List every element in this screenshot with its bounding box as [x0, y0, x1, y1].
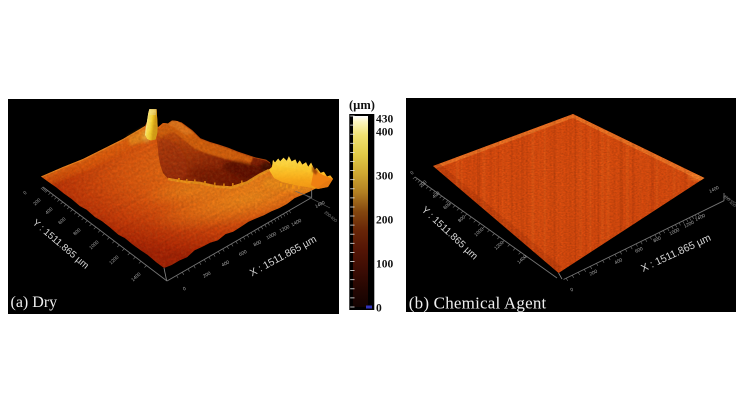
svg-text:600: 600: [634, 246, 644, 255]
svg-text:200: 200: [722, 194, 731, 203]
svg-text:1000: 1000: [265, 231, 278, 241]
svg-text:1200: 1200: [279, 224, 292, 234]
svg-text:0: 0: [570, 287, 575, 294]
svg-text:400: 400: [728, 200, 736, 209]
svg-text:1200: 1200: [108, 254, 120, 266]
svg-text:400: 400: [614, 257, 624, 266]
svg-text:1200: 1200: [683, 220, 696, 230]
svg-text:1400: 1400: [708, 185, 720, 194]
svg-text:600: 600: [57, 216, 67, 226]
svg-text:600: 600: [442, 201, 452, 211]
svg-text:0: 0: [376, 303, 382, 315]
svg-text:800: 800: [253, 239, 263, 248]
svg-text:400: 400: [376, 127, 394, 139]
svg-text:0: 0: [182, 286, 187, 293]
svg-text:600: 600: [238, 249, 248, 258]
svg-text:200: 200: [376, 215, 394, 227]
svg-text:200: 200: [32, 197, 42, 207]
svg-text:1400: 1400: [290, 218, 303, 228]
svg-text:1400: 1400: [516, 254, 528, 266]
svg-text:1000: 1000: [88, 239, 100, 251]
svg-text:400: 400: [221, 259, 231, 268]
svg-text:1000: 1000: [473, 226, 485, 238]
svg-text:1400: 1400: [694, 213, 707, 223]
svg-text:400: 400: [44, 206, 54, 216]
svg-text:(a) Dry: (a) Dry: [11, 294, 58, 311]
svg-text:800: 800: [72, 227, 82, 237]
svg-text:100: 100: [376, 259, 394, 271]
svg-text:(b) Chemical Agent: (b) Chemical Agent: [409, 294, 547, 313]
svg-text:800: 800: [457, 214, 467, 224]
svg-text:800: 800: [652, 235, 662, 244]
svg-text:400: 400: [431, 190, 441, 200]
svg-text:1000: 1000: [668, 227, 681, 237]
svg-text:1200: 1200: [493, 240, 505, 252]
svg-text:400: 400: [329, 215, 338, 224]
svg-text:200: 200: [589, 269, 599, 278]
svg-text:200: 200: [323, 210, 332, 219]
svg-text:0: 0: [409, 170, 415, 176]
svg-text:(µm): (µm): [349, 98, 375, 112]
svg-text:0: 0: [22, 190, 28, 196]
svg-text:1400: 1400: [130, 271, 142, 283]
svg-text:200: 200: [418, 179, 428, 189]
svg-text:430: 430: [376, 113, 394, 125]
svg-text:1400: 1400: [314, 200, 326, 209]
svg-text:200: 200: [202, 270, 212, 279]
svg-text:300: 300: [376, 171, 394, 183]
